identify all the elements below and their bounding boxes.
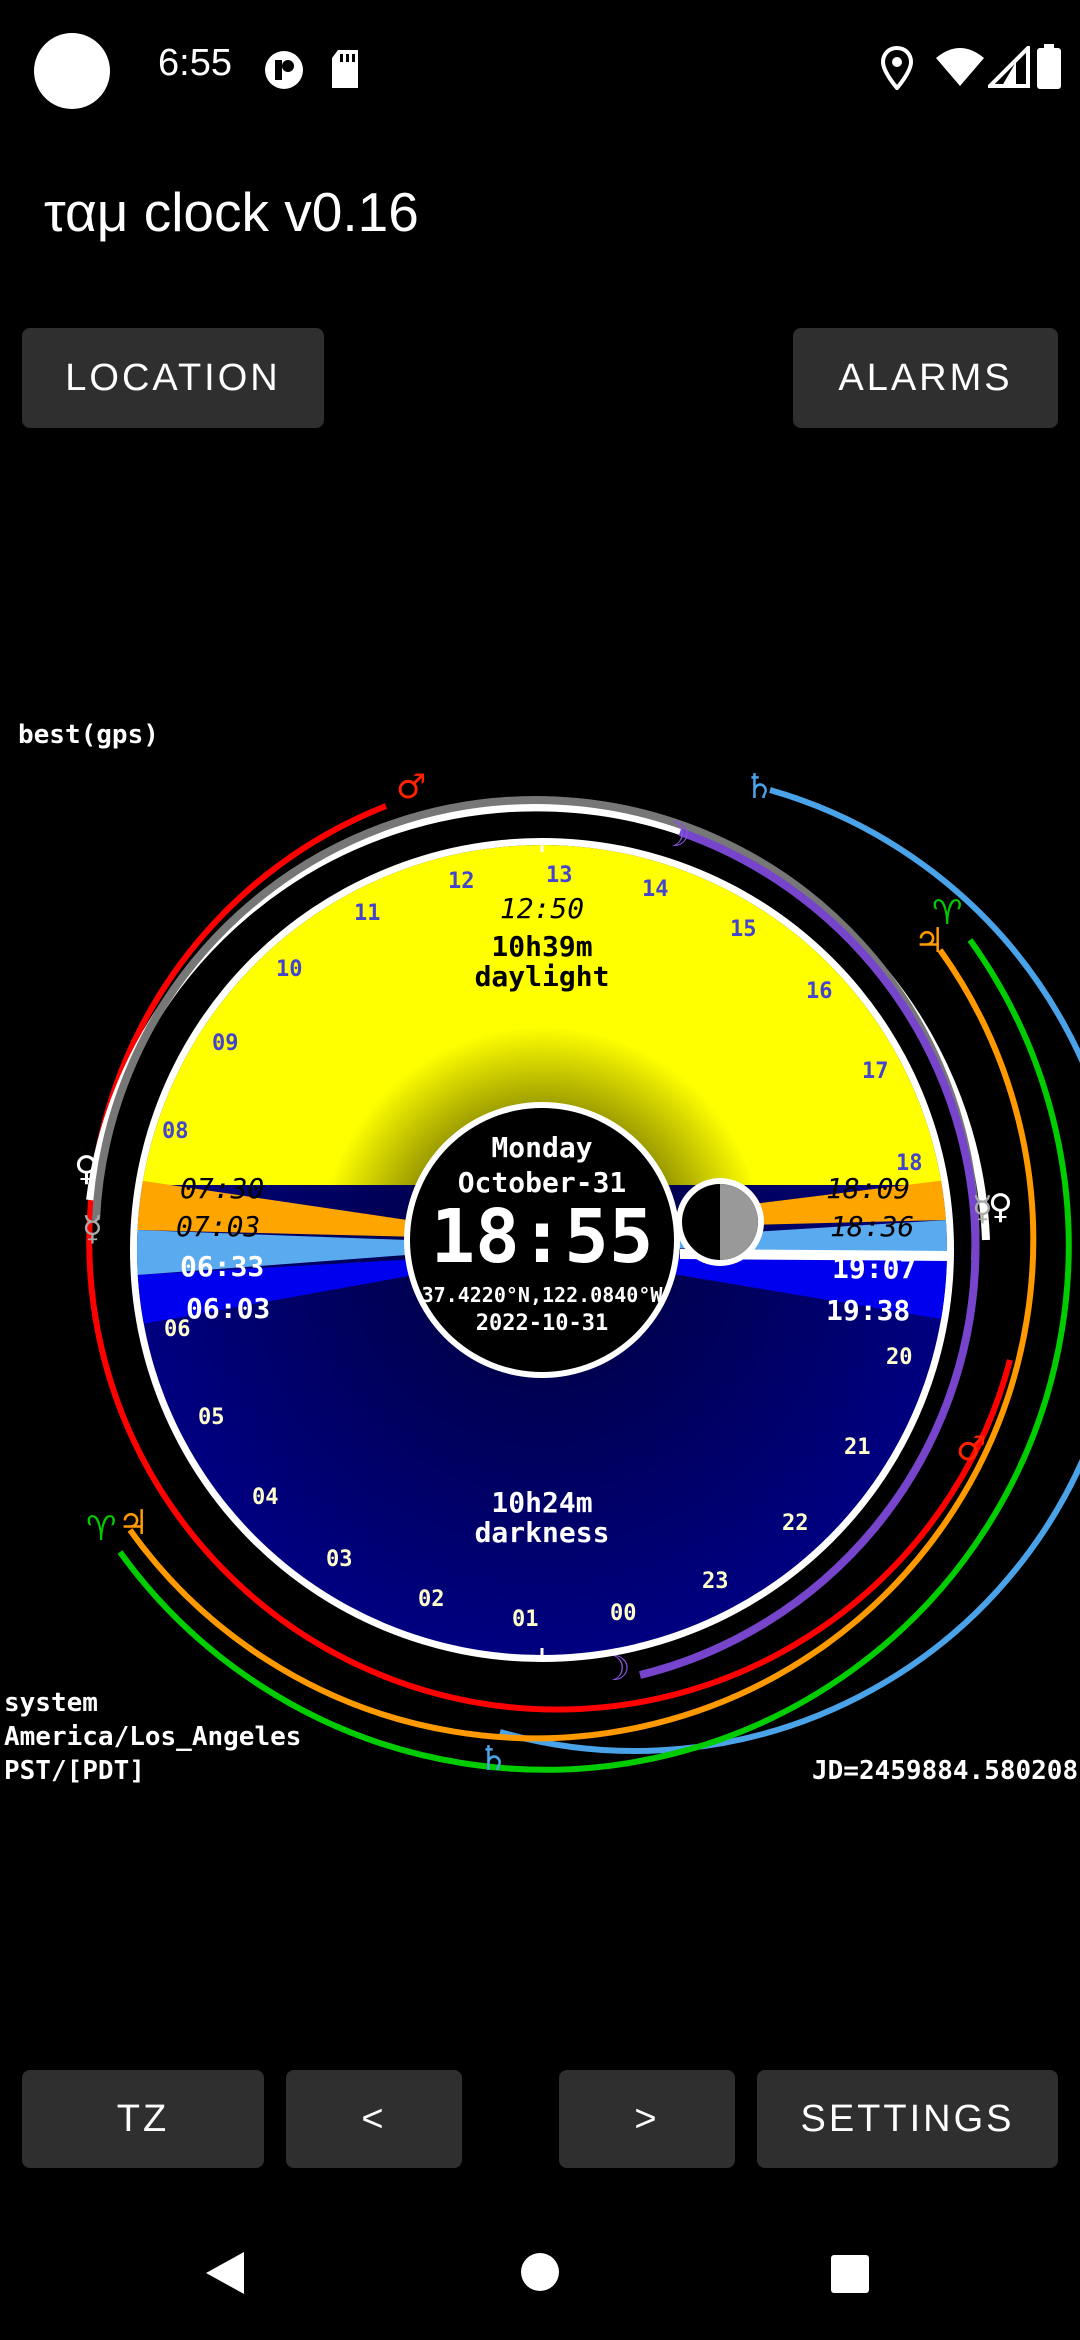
julian-date-label: JD=2459884.580208: [812, 1756, 1079, 1786]
svg-text:02: 02: [418, 1587, 445, 1612]
darkness-label: darkness: [475, 1516, 610, 1549]
daylight-duration: 10h39m: [491, 930, 592, 963]
twilight-times: 07:30 07:03 06:33 06:03 18:09 18:36 19:0…: [176, 1172, 916, 1327]
sun-clock[interactable]: ♂ ♄ ☽ ♈ ♃ ♀ ☿ ☿ ♀ ♂ ♈ ♃ ☽ ♄ 08 09: [0, 740, 1080, 1800]
alarms-button[interactable]: ALARMS: [793, 328, 1058, 428]
settings-button[interactable]: SETTINGS: [757, 2070, 1058, 2168]
jupiter-set-symbol-icon: ♃: [118, 1503, 148, 1543]
svg-text:21: 21: [844, 1435, 871, 1460]
aries-symbol-icon: ♈: [932, 893, 962, 933]
location-icon: [880, 46, 914, 90]
location-button[interactable]: LOCATION: [22, 328, 324, 428]
svg-text:13: 13: [546, 863, 573, 888]
date-iso: 2022-10-31: [476, 1311, 608, 1336]
date-short: October-31: [458, 1166, 627, 1199]
tz-abbrev-label: PST/[PDT]: [4, 1756, 145, 1786]
home-icon[interactable]: [520, 2252, 560, 2292]
coordinates: 37.4220°N,122.0840°W: [422, 1283, 664, 1307]
daylight-label: daylight: [475, 960, 610, 993]
mars-set-symbol-icon: ♂: [956, 1429, 986, 1469]
app-badge-icon: [265, 51, 303, 89]
svg-text:03: 03: [326, 1547, 353, 1572]
jupiter-symbol-icon: ♃: [914, 921, 944, 961]
rise-time-astro: 06:33: [180, 1250, 264, 1283]
recents-icon[interactable]: [830, 2254, 870, 2294]
wifi-icon: [936, 48, 984, 86]
mercury-set-symbol-icon: ☿: [972, 1189, 993, 1229]
svg-text:00: 00: [610, 1601, 637, 1626]
center-info: Monday October-31 18:55 37.4220°N,122.08…: [422, 1131, 664, 1336]
svg-text:05: 05: [198, 1405, 225, 1430]
moon-symbol-icon: ☽: [660, 815, 690, 855]
svg-text:10: 10: [276, 957, 303, 982]
current-time: 18:55: [431, 1194, 654, 1280]
prev-button[interactable]: <: [286, 2070, 462, 2168]
weekday: Monday: [491, 1131, 592, 1164]
circle-avatar-icon: [34, 33, 110, 109]
svg-text:15: 15: [730, 917, 757, 942]
set-time-nautical: 18:36: [830, 1210, 914, 1243]
svg-text:06: 06: [164, 1317, 191, 1342]
svg-text:04: 04: [252, 1485, 279, 1510]
set-time-civil: 18:09: [826, 1172, 910, 1205]
sd-card-icon: [332, 50, 358, 88]
aries-arc: [117, 938, 1072, 1773]
svg-text:09: 09: [212, 1031, 239, 1056]
venus-symbol-icon: ♀: [74, 1149, 99, 1189]
svg-text:01: 01: [512, 1607, 539, 1632]
center-disc: [410, 1108, 674, 1372]
moon-phase-icon: [676, 1178, 764, 1266]
rise-time-nautical: 07:03: [176, 1210, 260, 1243]
signal-icon: [988, 46, 1030, 88]
status-bar: 6:55: [0, 0, 1080, 140]
svg-text:22: 22: [782, 1511, 809, 1536]
tz-button[interactable]: TZ: [22, 2070, 264, 2168]
moon-arc: [639, 828, 980, 1679]
planet-arcs: [86, 787, 1080, 1773]
mercury-symbol-icon: ☿: [82, 1209, 103, 1249]
tz-source-label: system: [4, 1688, 98, 1718]
saturn-arc: [499, 787, 1080, 1754]
saturn-set-symbol-icon: ♄: [478, 1739, 508, 1779]
mars-arc: [86, 803, 1013, 1713]
saturn-symbol-icon: ♄: [744, 767, 774, 807]
set-time-night: 19:38: [826, 1294, 910, 1327]
svg-text:23: 23: [702, 1569, 729, 1594]
svg-text:12: 12: [448, 869, 475, 894]
day-area: [137, 845, 947, 1185]
jupiter-arc: [127, 948, 1037, 1742]
navigation-bar: [0, 2200, 1080, 2340]
venus-set-symbol-icon: ♀: [988, 1187, 1013, 1227]
location-provider-label: best(gps): [18, 720, 159, 750]
rise-time-civil: 07:30: [180, 1172, 264, 1205]
svg-text:17: 17: [862, 1059, 889, 1084]
planet-symbols: ♂ ♄ ☽ ♈ ♃ ♀ ☿ ☿ ♀ ♂ ♈ ♃ ☽ ♄: [74, 767, 1013, 1779]
battery-icon: [1037, 44, 1061, 89]
aries-set-symbol-icon: ♈: [86, 1509, 116, 1549]
app-title: ταμ clock v0.16: [44, 181, 419, 243]
svg-text:16: 16: [806, 979, 833, 1004]
rise-time-night: 06:03: [186, 1292, 270, 1325]
next-button[interactable]: >: [559, 2070, 735, 2168]
solar-noon-time: 12:50: [500, 892, 584, 925]
darkness-duration: 10h24m: [491, 1486, 592, 1519]
hour-labels: 08 09 10 11 12 13 14 15 16 17 18 06 05 0…: [162, 863, 923, 1632]
svg-text:08: 08: [162, 1119, 189, 1144]
svg-text:18: 18: [896, 1151, 923, 1176]
mars-symbol-icon: ♂: [396, 767, 426, 807]
svg-text:20: 20: [886, 1345, 913, 1370]
status-time: 6:55: [158, 42, 232, 84]
back-icon[interactable]: [204, 2250, 246, 2296]
day-info: 12:50 10h39m daylight 10h24m darkness: [475, 892, 610, 1549]
svg-text:11: 11: [354, 901, 381, 926]
svg-text:14: 14: [642, 877, 669, 902]
tz-name-label: America/Los_Angeles: [4, 1722, 302, 1752]
